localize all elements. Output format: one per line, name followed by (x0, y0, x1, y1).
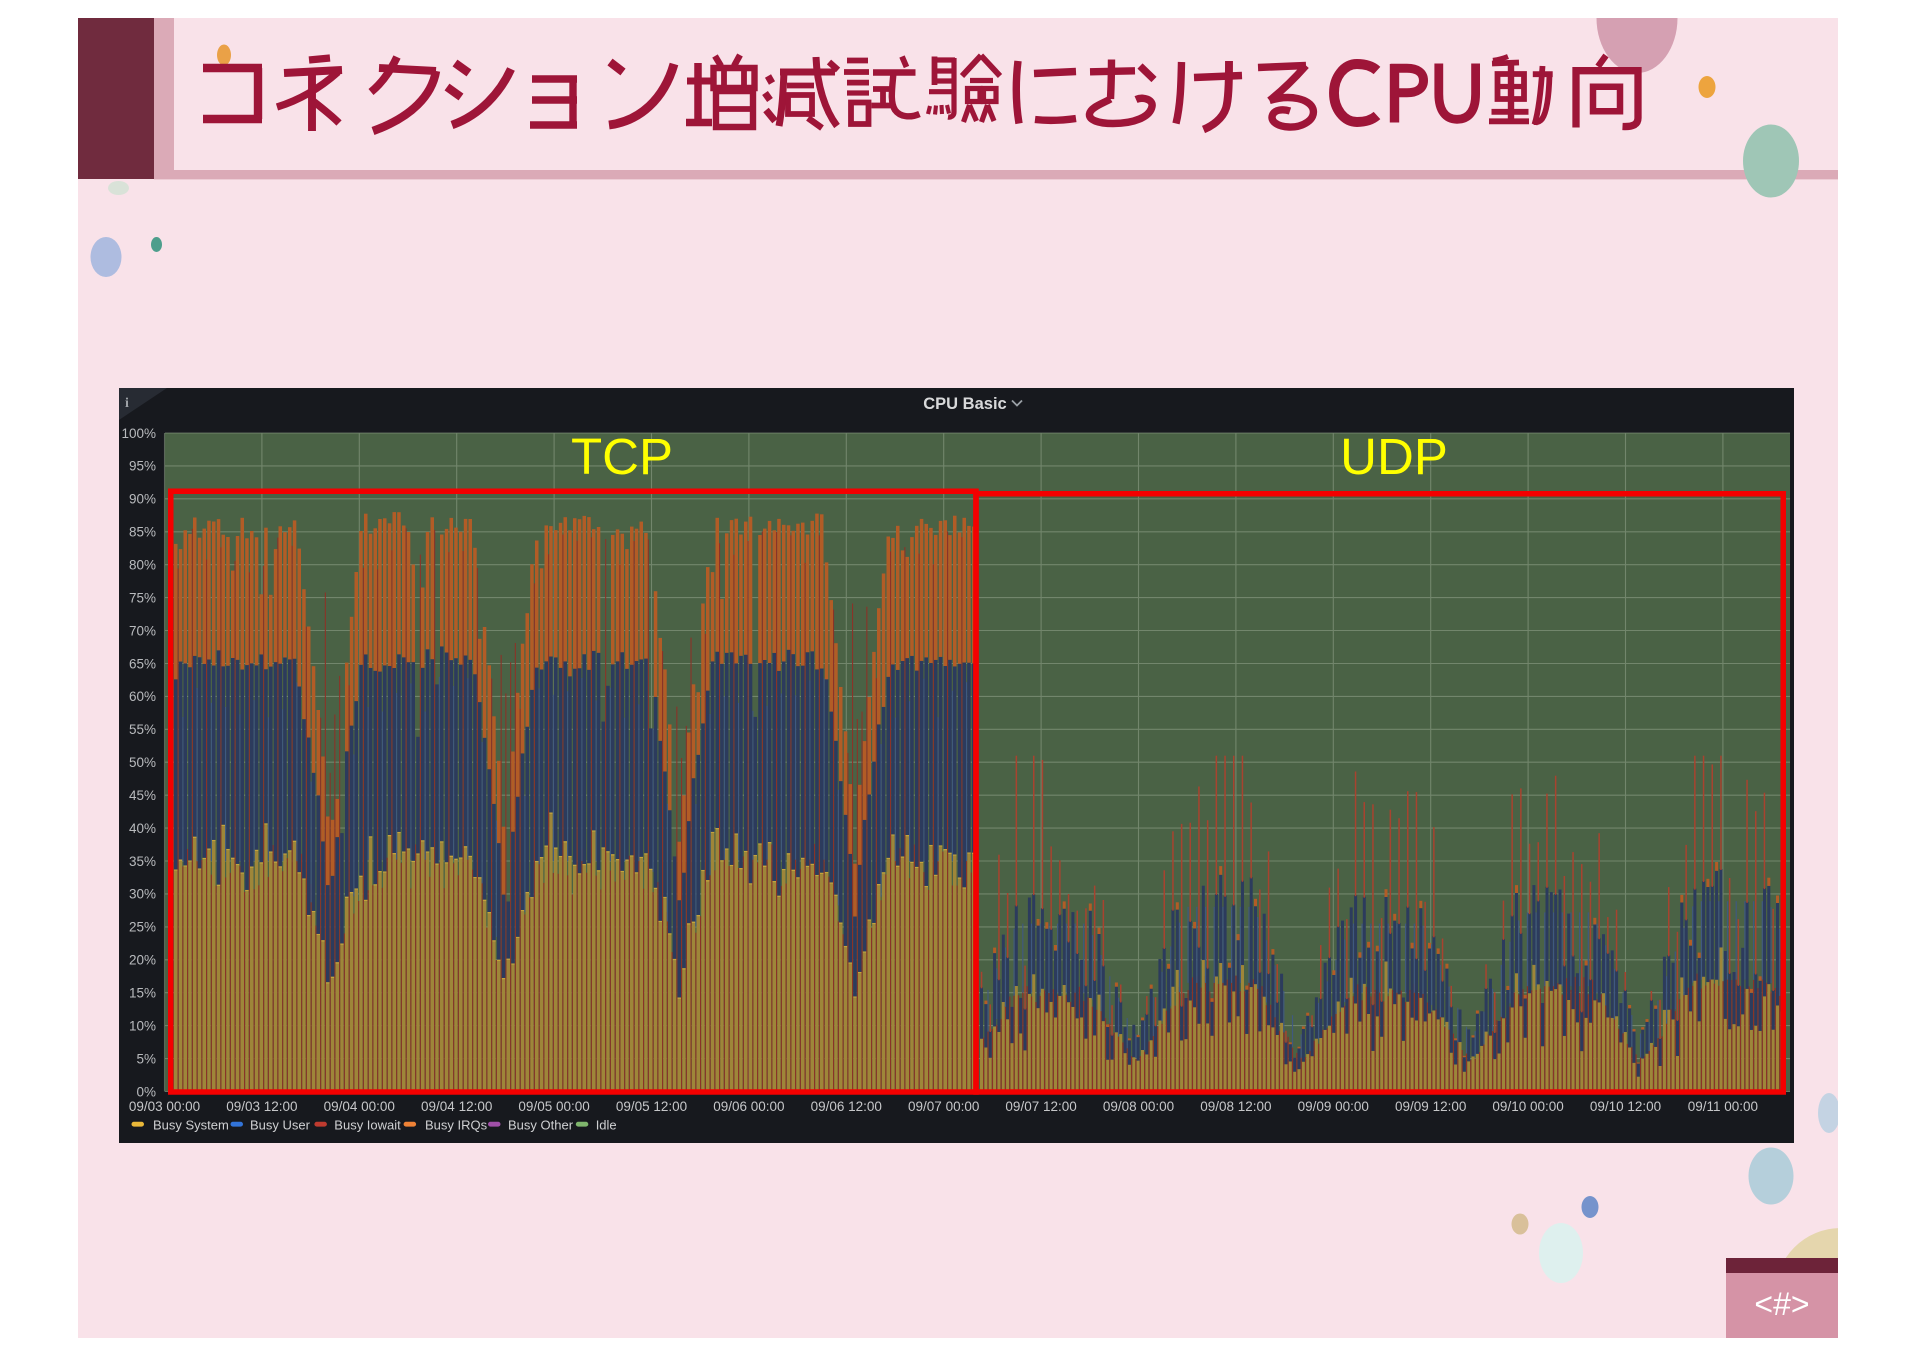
svg-text:35%: 35% (129, 854, 156, 869)
svg-text:09/04 12:00: 09/04 12:00 (421, 1099, 492, 1114)
svg-text:09/06 12:00: 09/06 12:00 (811, 1099, 882, 1114)
svg-text:85%: 85% (129, 525, 156, 540)
svg-text:70%: 70% (129, 623, 156, 638)
svg-text:09/09 00:00: 09/09 00:00 (1298, 1099, 1369, 1114)
svg-text:75%: 75% (129, 590, 156, 605)
svg-text:09/03 12:00: 09/03 12:00 (226, 1099, 297, 1114)
svg-text:30%: 30% (129, 887, 156, 902)
svg-text:10%: 10% (129, 1018, 156, 1033)
svg-text:09/06 00:00: 09/06 00:00 (713, 1099, 784, 1114)
svg-text:Busy System: Busy System (153, 1118, 229, 1133)
svg-text:15%: 15% (129, 986, 156, 1001)
svg-text:09/04 00:00: 09/04 00:00 (324, 1099, 395, 1114)
svg-text:40%: 40% (129, 821, 156, 836)
svg-text:09/03 00:00: 09/03 00:00 (129, 1099, 200, 1114)
svg-text:25%: 25% (129, 920, 156, 935)
svg-text:Idle: Idle (596, 1118, 617, 1133)
svg-text:09/11 00:00: 09/11 00:00 (1688, 1099, 1758, 1114)
svg-text:20%: 20% (129, 953, 156, 968)
svg-text:09/10 12:00: 09/10 12:00 (1590, 1099, 1661, 1114)
svg-text:CPU Basic: CPU Basic (923, 395, 1006, 413)
svg-text:100%: 100% (121, 426, 156, 441)
svg-text:09/07 12:00: 09/07 12:00 (1005, 1099, 1076, 1114)
svg-text:09/08 12:00: 09/08 12:00 (1200, 1099, 1271, 1114)
svg-text:90%: 90% (129, 492, 156, 507)
svg-text:50%: 50% (129, 755, 156, 770)
svg-text:UDP: UDP (1340, 428, 1448, 485)
svg-text:60%: 60% (129, 689, 156, 704)
svg-text:0%: 0% (136, 1084, 156, 1099)
svg-text:09/05 12:00: 09/05 12:00 (616, 1099, 687, 1114)
svg-text:Busy Other: Busy Other (508, 1118, 574, 1133)
svg-text:95%: 95% (129, 459, 156, 474)
svg-text:5%: 5% (136, 1051, 156, 1066)
svg-text:TCP: TCP (571, 428, 673, 485)
svg-text:Busy Iowait: Busy Iowait (334, 1118, 401, 1133)
svg-text:09/09 12:00: 09/09 12:00 (1395, 1099, 1466, 1114)
svg-text:Busy User: Busy User (250, 1118, 311, 1133)
svg-text:09/05 00:00: 09/05 00:00 (518, 1099, 589, 1114)
svg-text:55%: 55% (129, 722, 156, 737)
svg-text:09/10 00:00: 09/10 00:00 (1492, 1099, 1563, 1114)
svg-text:09/08 00:00: 09/08 00:00 (1103, 1099, 1174, 1114)
svg-text:45%: 45% (129, 788, 156, 803)
svg-text:65%: 65% (129, 656, 156, 671)
svg-text:80%: 80% (129, 558, 156, 573)
svg-text:<#>: <#> (1754, 1286, 1809, 1322)
svg-text:09/07 00:00: 09/07 00:00 (908, 1099, 979, 1114)
svg-text:Busy IRQs: Busy IRQs (425, 1118, 488, 1133)
svg-text:i: i (125, 396, 129, 411)
